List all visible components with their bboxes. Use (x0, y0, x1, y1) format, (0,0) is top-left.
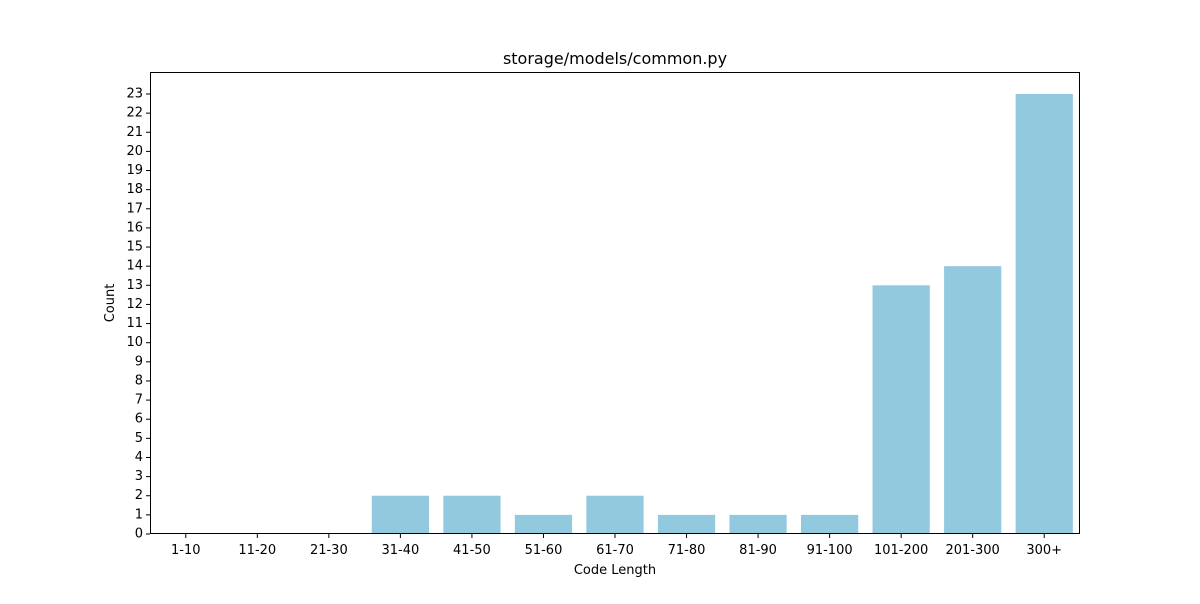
y-tick-label: 21 (126, 125, 143, 140)
y-tick-label: 23 (126, 87, 143, 102)
bar-91-100 (801, 514, 859, 534)
bar-61-70 (586, 495, 644, 534)
y-tick-label: 4 (135, 450, 143, 465)
bar-71-80 (657, 514, 716, 534)
x-tick-label: 201-300 (946, 543, 1000, 558)
bar-81-90 (729, 514, 787, 534)
x-axis-ticks: 1-10 11-20 21-30 31-40 41-50 51-60 61-70 71-80 8… (171, 534, 1062, 558)
bar-41-50 (443, 495, 501, 534)
bars (371, 94, 1073, 534)
y-tick-label: 16 (126, 220, 143, 235)
y-tick-label: 1 (135, 507, 143, 522)
plot-frame (150, 72, 1080, 534)
chart-title: storage/models/common.py (503, 49, 727, 68)
y-tick-label: 22 (126, 106, 143, 121)
y-axis-label: Count (103, 284, 118, 323)
x-tick-label: 81-90 (739, 543, 777, 558)
y-tick-label: 18 (126, 182, 143, 197)
x-tick-label: 61-70 (596, 543, 634, 558)
bar-101-200 (872, 285, 930, 534)
y-tick-label: 13 (126, 278, 143, 293)
y-tick-label: 15 (126, 240, 143, 255)
x-tick-label: 11-20 (238, 543, 276, 558)
x-tick-label: 71-80 (668, 543, 706, 558)
y-tick-label: 2 (135, 488, 143, 503)
y-tick-label: 8 (135, 373, 143, 388)
x-tick-label: 51-60 (525, 543, 563, 558)
x-tick-label: 101-200 (874, 543, 928, 558)
y-tick-label: 14 (126, 259, 143, 274)
y-tick-label: 6 (135, 412, 143, 427)
y-tick-label: 19 (126, 163, 143, 178)
x-tick-label: 1-10 (171, 543, 201, 558)
y-tick-label: 10 (126, 335, 143, 350)
x-tick-label: 91-100 (807, 543, 853, 558)
x-tick-label: 41-50 (453, 543, 491, 558)
y-tick-label: 0 (135, 527, 143, 542)
y-tick-label: 3 (135, 469, 143, 484)
y-tick-label: 17 (126, 201, 143, 216)
y-tick-label: 12 (126, 297, 143, 312)
y-tick-label: 5 (135, 431, 143, 446)
bar-300+ (1015, 94, 1073, 534)
bar-31-40 (371, 495, 429, 534)
bar-51-60 (514, 514, 573, 534)
y-tick-label: 20 (126, 144, 143, 159)
x-axis-label: Code Length (574, 563, 656, 578)
x-tick-label: 300+ (1026, 543, 1062, 558)
y-tick-label: 11 (126, 316, 143, 331)
y-tick-label: 7 (135, 393, 143, 408)
y-tick-label: 9 (135, 354, 143, 369)
x-tick-label: 31-40 (381, 543, 419, 558)
x-tick-label: 21-30 (310, 543, 348, 558)
bar-201-300 (944, 266, 1002, 534)
